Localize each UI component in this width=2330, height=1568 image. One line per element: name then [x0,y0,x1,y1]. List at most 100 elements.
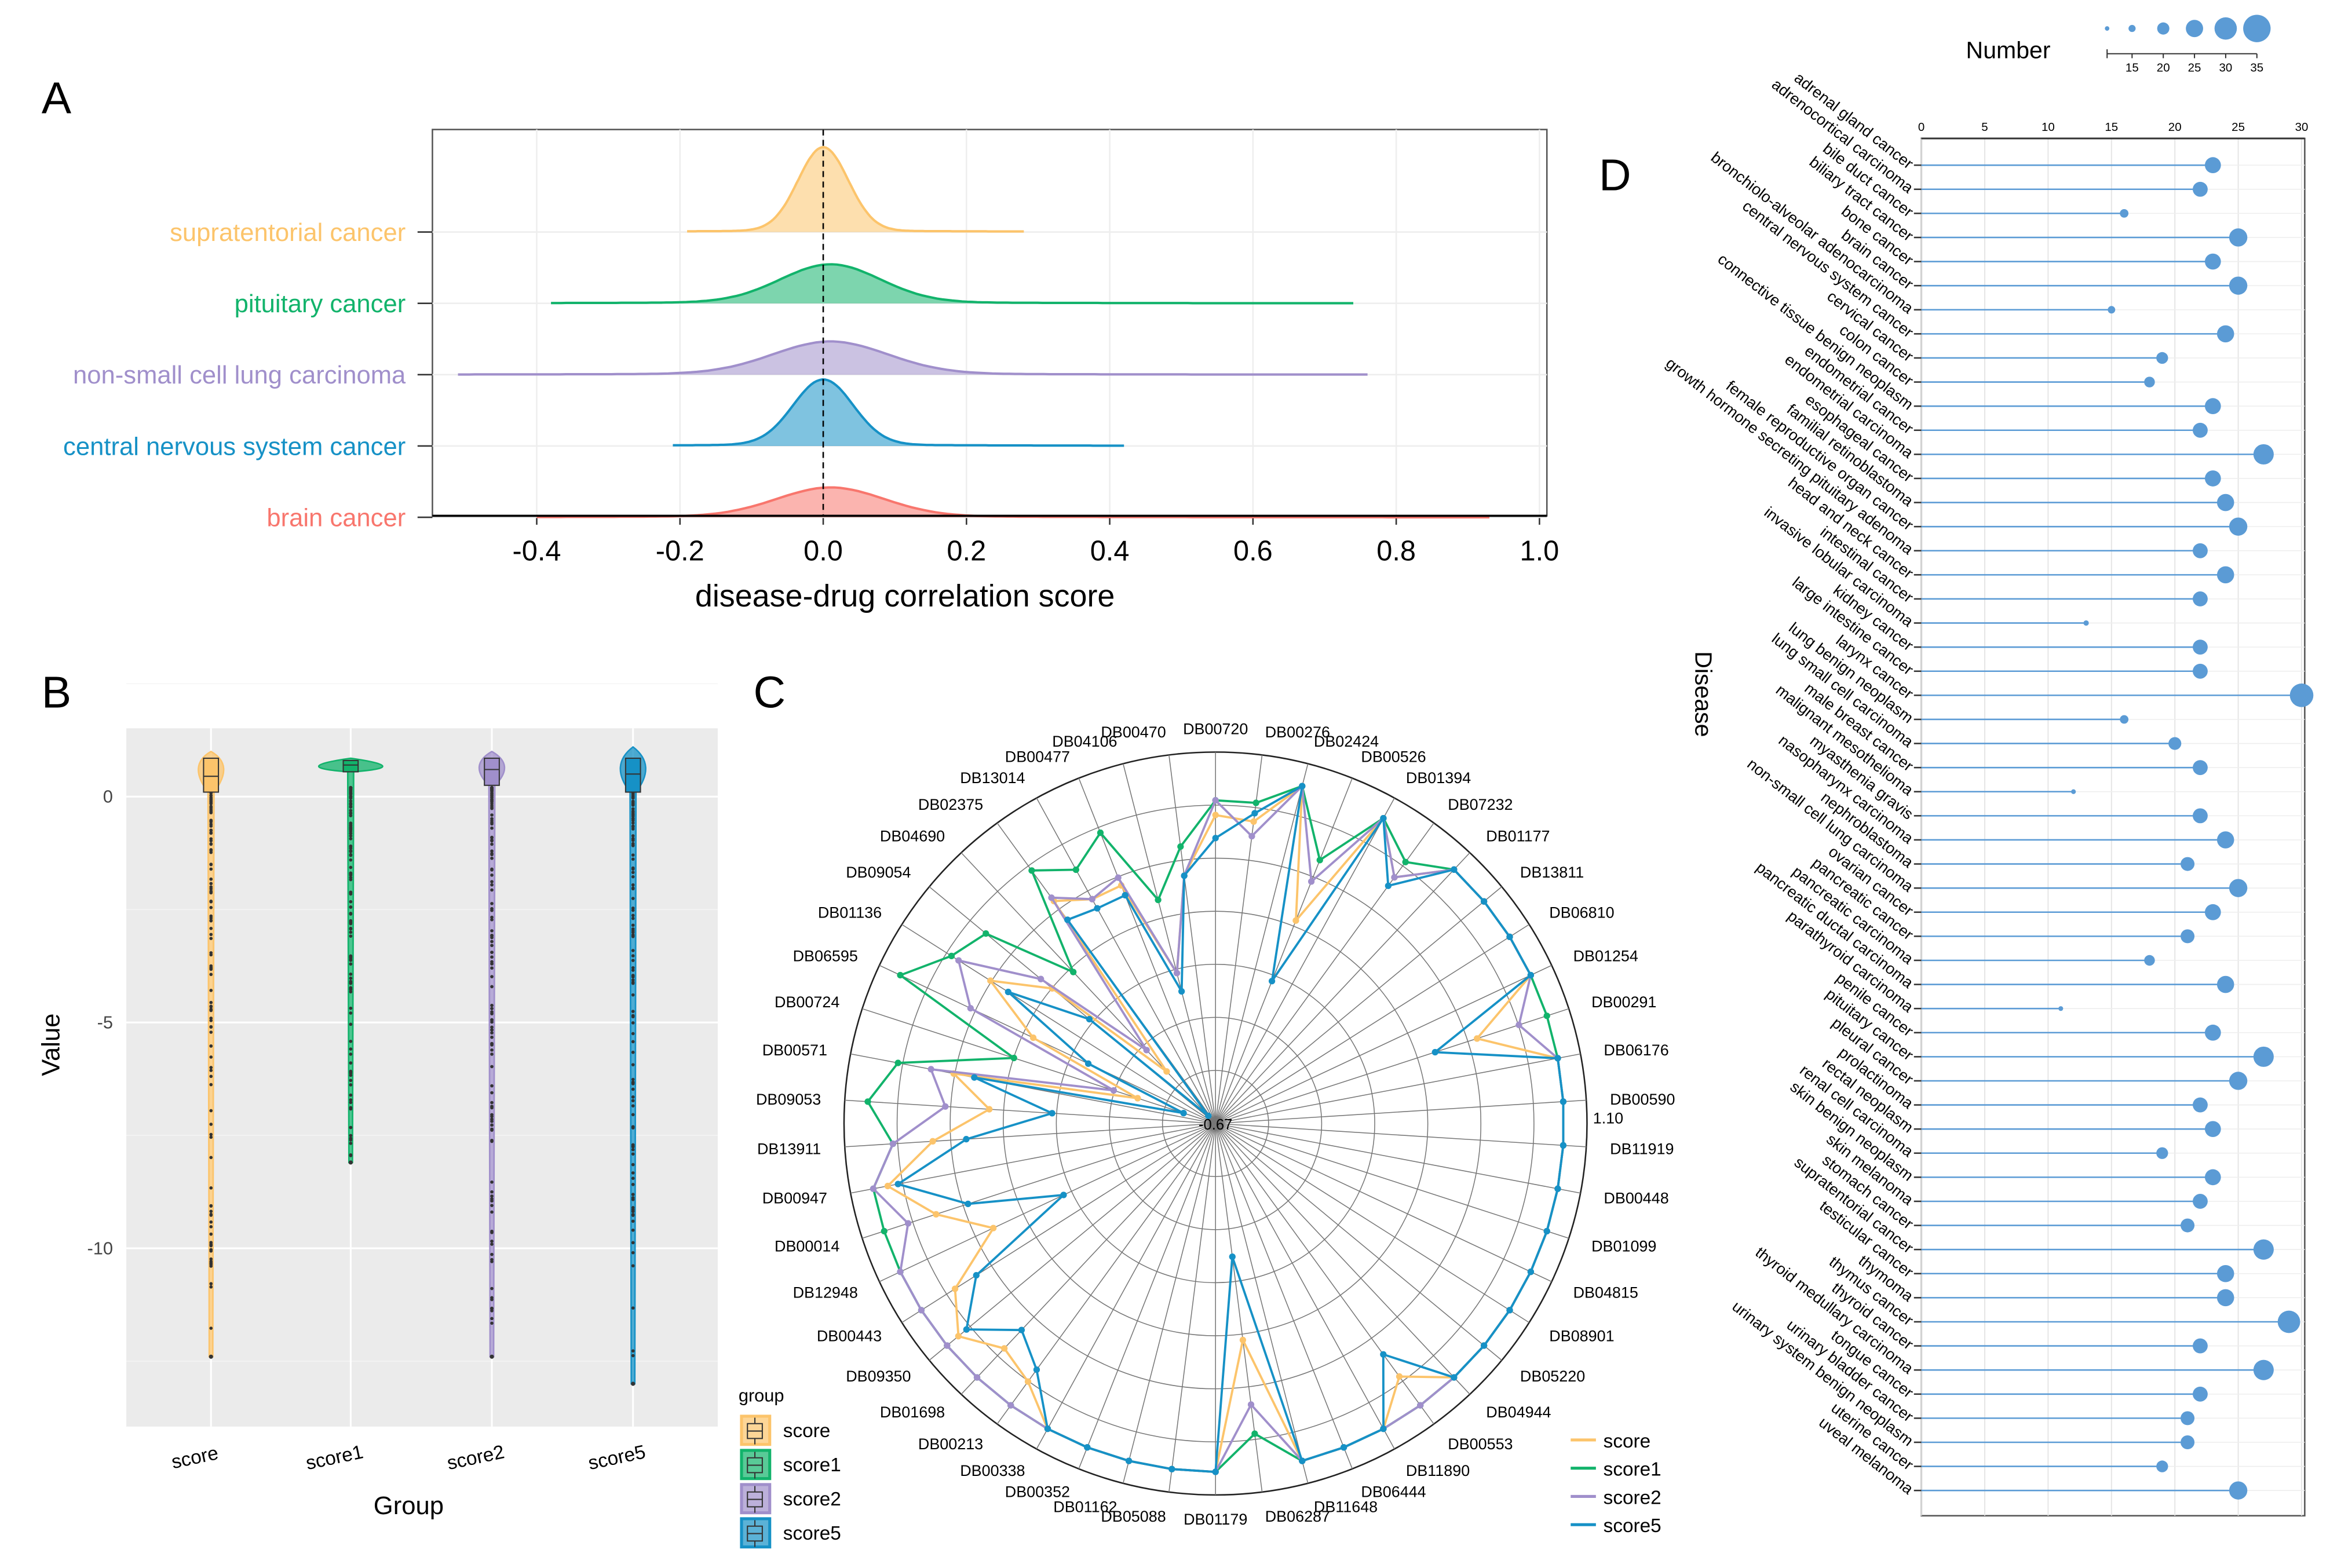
lollipop-dot [2289,684,2314,707]
data-point [209,849,213,853]
data-point [631,923,635,927]
radar-point [1084,1444,1091,1451]
radar-point [1097,829,1104,836]
data-point [490,1052,494,1056]
x-tick-label: 20 [2168,120,2182,134]
radar-axis-label: DB00014 [775,1238,839,1255]
radar-axis-label: DB04106 [1052,733,1117,750]
data-point [209,1156,213,1160]
data-point [209,1261,213,1265]
lollipop-dot [2204,1169,2221,1186]
radar-point [1177,843,1184,850]
x-tick-label: score5 [586,1441,648,1474]
data-point [349,972,353,976]
radar-spoke [850,1053,1216,1124]
lollipop-dot [2216,566,2234,584]
radar-point [1316,857,1323,864]
lollipop-dot [2216,325,2234,343]
data-point [490,792,494,795]
radar-point [1028,867,1035,874]
lollipop-dot [2083,620,2089,626]
data-point [490,907,494,911]
data-point [490,1031,494,1035]
radar-spoke [1168,1123,1216,1492]
legend-label: score1 [1604,1459,1661,1481]
row-label: central nervous system cancer [63,433,406,460]
data-point [631,1209,635,1214]
data-point [209,1017,213,1020]
radar-axis-label: DB06287 [1265,1508,1330,1525]
radar-point [1178,988,1185,995]
data-point [631,1171,635,1175]
data-point [349,912,353,916]
radar-axis-label: DB13014 [960,769,1025,787]
radar-spoke [862,1123,1216,1239]
data-point [349,814,353,818]
data-point [209,1186,213,1190]
radar-point [881,1227,888,1235]
radar-point [1554,1055,1561,1062]
lollipop-dot [2216,494,2234,511]
radar-point [1251,1430,1258,1437]
size-legend-dot [2105,26,2110,31]
data-point [209,989,213,992]
panel-b-y-axis-title: Value [38,1014,65,1076]
panel-d-letter: D [1599,151,1631,200]
data-point [209,796,213,799]
data-point [349,787,353,790]
panel-a-letter: A [42,73,72,123]
data-point [209,824,213,828]
lollipop-dot [2193,663,2208,679]
lollipop-dot [2193,1194,2208,1209]
data-point [349,1106,353,1110]
radar-point [1543,1227,1550,1235]
data-point-min [209,1354,213,1359]
radar-axis-label: DB00276 [1265,723,1330,741]
radar-spoke [1215,1053,1581,1124]
data-point [631,978,635,982]
data-point [209,964,213,968]
radar-point [864,1098,871,1105]
data-point [631,1306,635,1310]
data-point [349,846,353,850]
radar-point [1247,1401,1255,1408]
data-point [490,1084,494,1088]
radar-point [990,1225,997,1231]
radar-point [1251,810,1258,817]
x-tick-label: 0 [1918,120,1924,134]
data-point [209,1132,213,1136]
lollipop-dot [2229,517,2248,536]
radar-point [1239,1336,1247,1344]
data-point [209,842,213,846]
row-label: non-small cell lung carcinoma [73,361,406,389]
data-point [631,1176,635,1180]
plot-area [1920,137,2306,1517]
data-point [490,929,494,933]
radar-point [1308,878,1315,885]
x-tick-label: 10 [2042,120,2055,134]
radar-point [1431,1048,1438,1056]
radar-point [955,957,962,964]
data-point [490,1199,494,1203]
data-point [209,1232,213,1236]
data-point [349,837,353,840]
radar-axis-label: DB01254 [1573,947,1638,964]
radar-axis-label: DB00213 [918,1435,983,1453]
radar-axis-label: DB00477 [1005,748,1070,765]
data-point [631,1050,635,1054]
data-point [209,810,213,814]
data-point [490,1180,494,1184]
radar-axis-label: DB02375 [918,796,983,813]
data-point [631,1183,635,1186]
data-point [349,809,353,813]
lollipop-dot [2144,955,2155,966]
data-point [490,842,494,846]
radar-point [1044,1425,1051,1432]
radar-axis-label: DB05220 [1520,1368,1585,1385]
radar-point [1180,1110,1187,1117]
data-point [631,1104,635,1108]
data-point [490,1025,494,1029]
panel-b-x-axis-title: Group [374,1492,444,1520]
lollipop-dot [2181,1435,2195,1449]
radar-spoke [1215,1123,1502,1361]
